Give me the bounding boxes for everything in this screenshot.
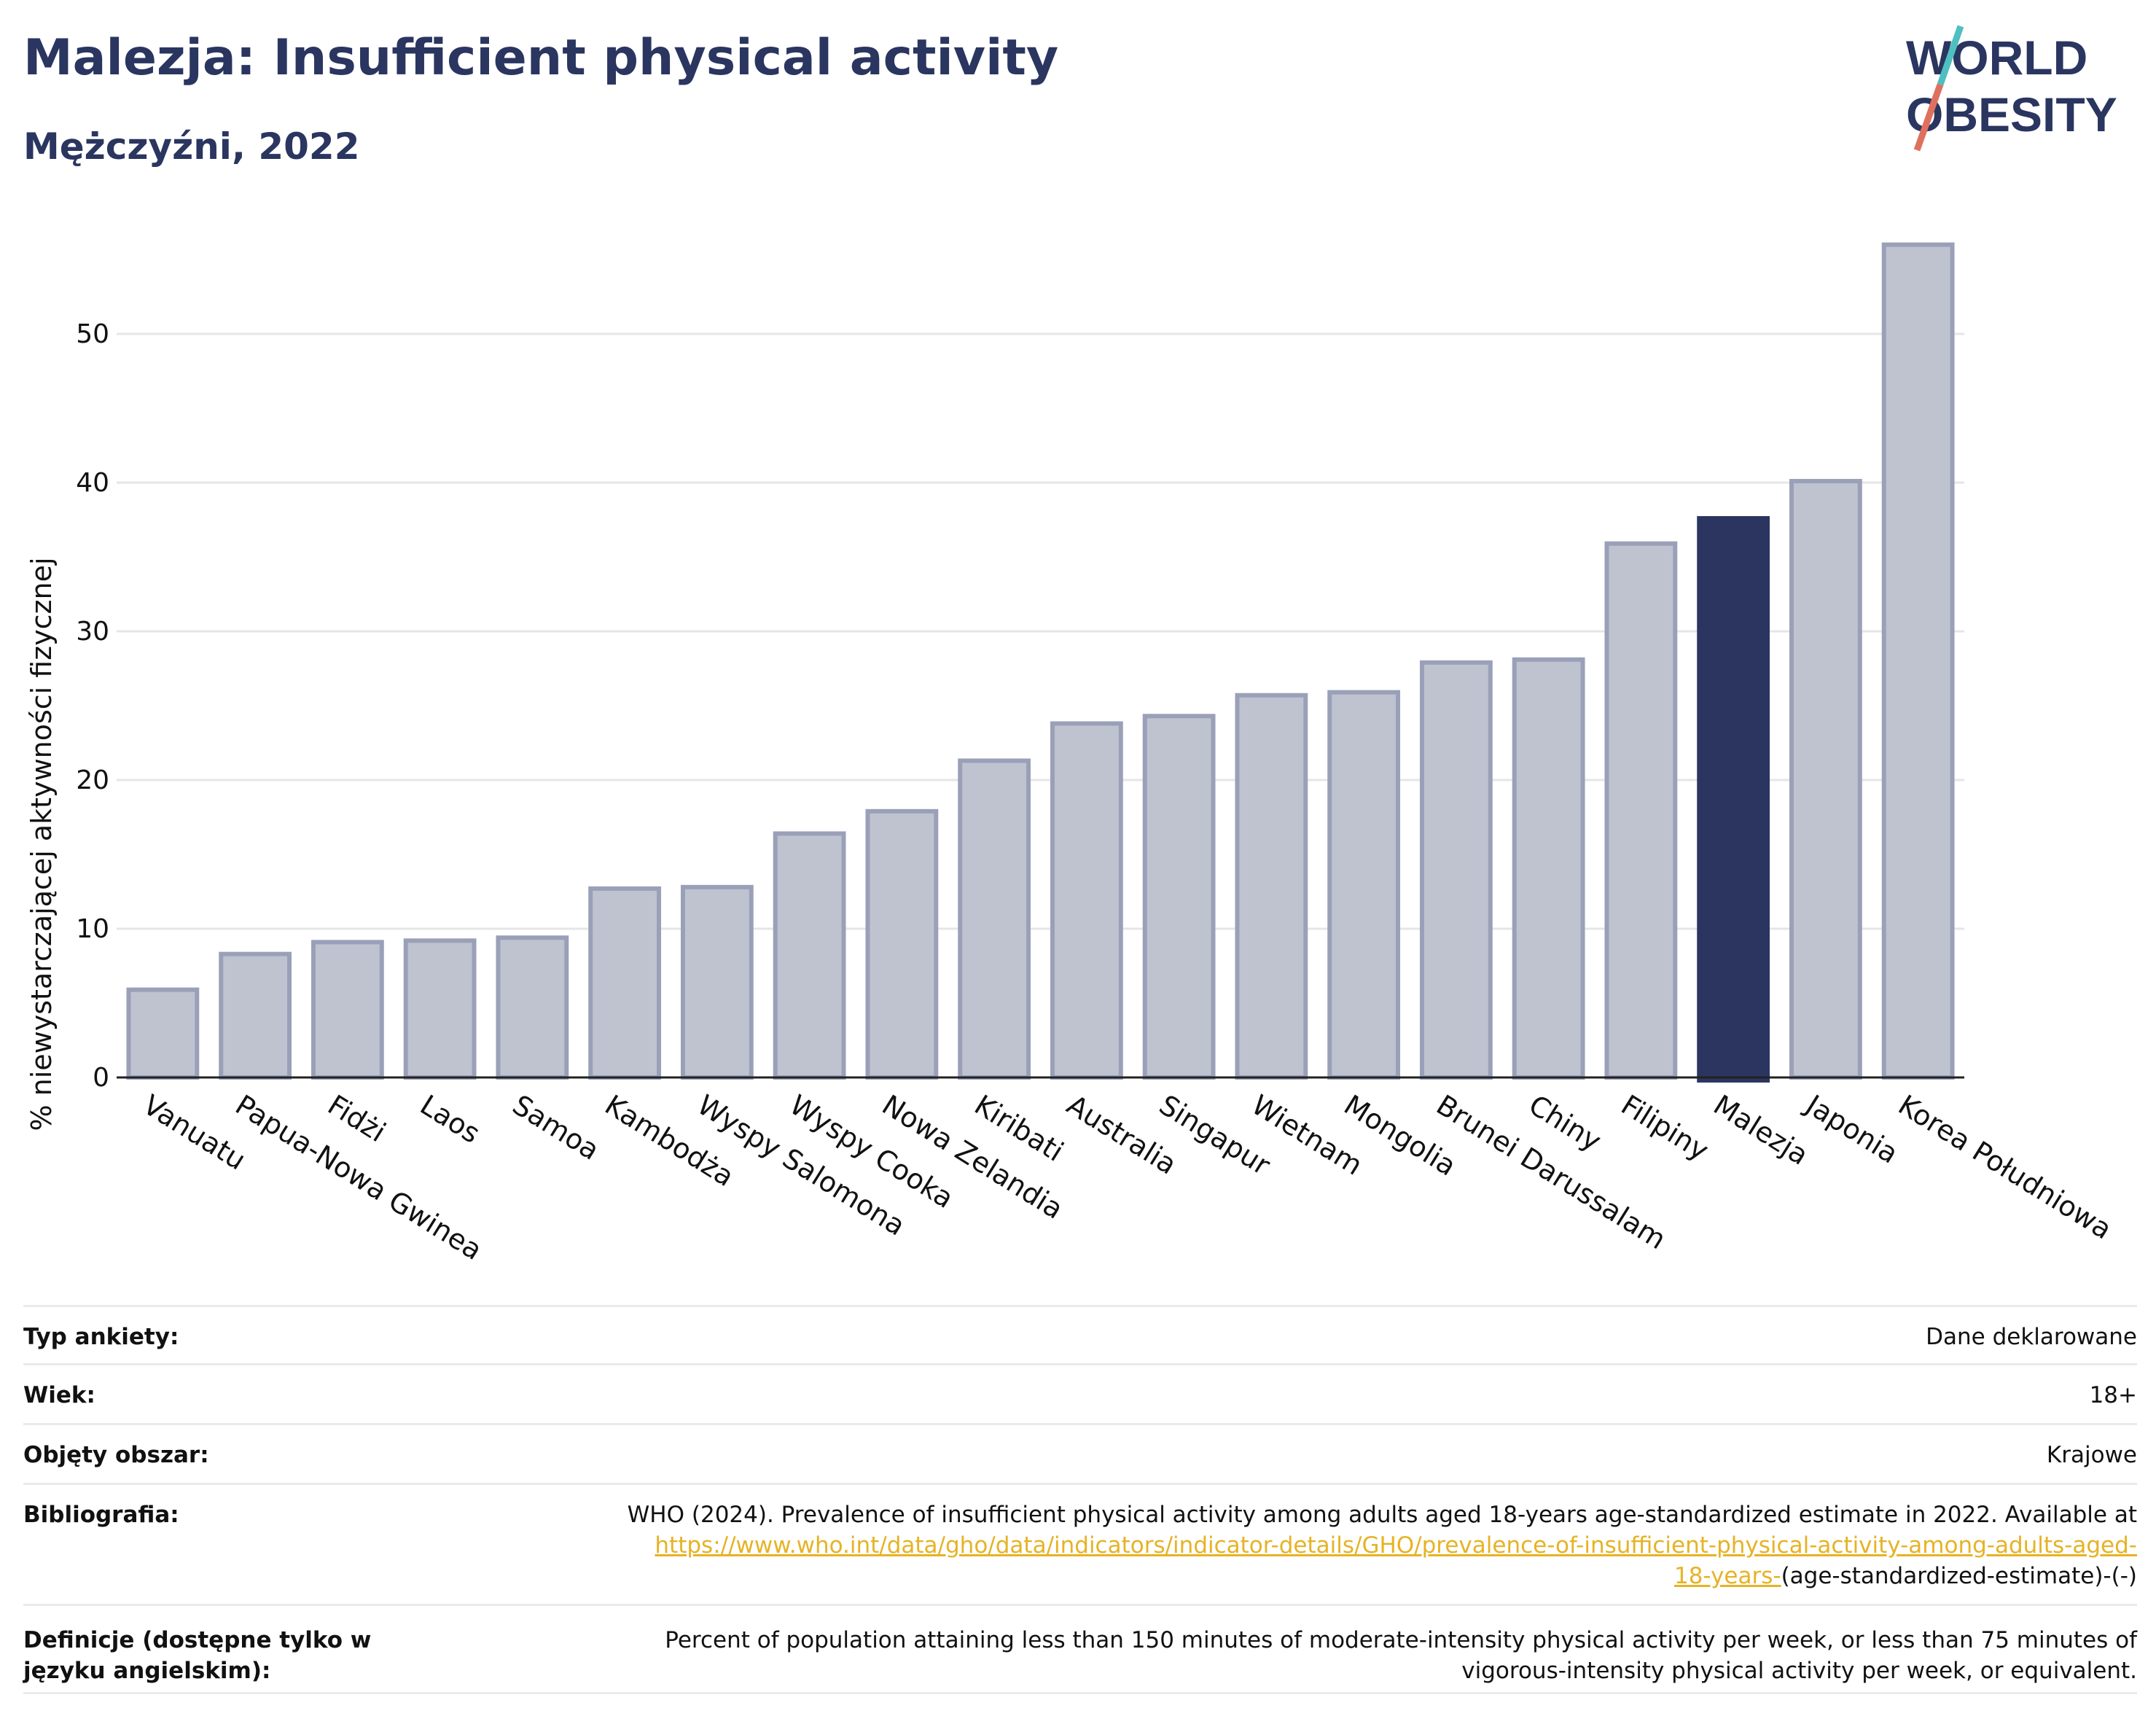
info-row-bibliography: Bibliografia: WHO (2024). Prevalence of … [23, 1483, 2137, 1604]
survey-type-value: Dane deklarowane [1926, 1324, 2137, 1350]
bar-wietnam [1235, 693, 1308, 1080]
x-tick-label: Laos [415, 1088, 486, 1150]
x-tick-label: Fidżi [322, 1088, 391, 1148]
info-row-definitions: Definicje (dostępne tylko w języku angie… [23, 1604, 2137, 1694]
bar-brunei-darussalam [1419, 660, 1493, 1080]
bar-kiribati [958, 758, 1031, 1080]
svg-text:OBESITY: OBESITY [1906, 87, 2117, 141]
bibliography-link-cont[interactable]: 18-years- [1673, 1563, 1781, 1589]
area-label: Objęty obszar: [23, 1442, 209, 1468]
bar-malezja [1697, 515, 1770, 1083]
y-axis-label: % niewystarczającej aktywności fizycznej [26, 557, 58, 1131]
bar-mongolia [1327, 690, 1401, 1080]
info-table: Typ ankiety: Dane deklarowane Wiek: 18+ … [23, 1305, 2137, 1694]
bar-vanuatu [126, 987, 200, 1080]
x-tick-label: Filipiny [1616, 1088, 1714, 1166]
bar-chart: 0 10 20 30 40 50 % niewystarczającej aktywnośc… [26, 242, 2117, 1266]
x-tick-label: Japonia [1799, 1088, 1904, 1169]
age-value: 18+ [2089, 1382, 2137, 1408]
info-row-age: Wiek: 18+ [23, 1363, 2137, 1423]
age-label: Wiek: [23, 1382, 95, 1408]
area-value: Krajowe [2046, 1442, 2137, 1468]
y-tick-label: 10 [76, 914, 109, 944]
bibliography-label: Bibliografia: [23, 1502, 179, 1528]
bar-kambodża [588, 886, 662, 1080]
bar-filipiny [1604, 541, 1678, 1080]
bar-korea-południowa [1881, 242, 1955, 1080]
bar-papua-nowa-gwinea [219, 951, 292, 1080]
bibliography-text: WHO (2024). Prevalence of insufficient p… [627, 1502, 2137, 1528]
x-tick-label: Samoa [507, 1088, 605, 1166]
bibliography-value: WHO (2024). Prevalence of insufficient p… [461, 1500, 2137, 1591]
x-tick-label: Vanuatu [138, 1088, 251, 1176]
definitions-value: Percent of population attaining less tha… [665, 1627, 2137, 1684]
bibliography-suffix: (age-standardized-estimate)-(-) [1781, 1563, 2137, 1589]
survey-type-label: Typ ankiety: [23, 1324, 179, 1350]
y-tick-label: 40 [76, 468, 109, 498]
y-tick-label: 0 [93, 1063, 109, 1093]
info-row-survey: Typ ankiety: Dane deklarowane [23, 1305, 2137, 1363]
bar-australia [1050, 721, 1123, 1080]
x-tick-label: Korea Południowa [1893, 1088, 2117, 1245]
bar-chiny [1512, 657, 1585, 1080]
definitions-label: Definicje (dostępne tylko w języku angie… [23, 1627, 372, 1684]
bar-wyspy-cooka [773, 831, 846, 1080]
bar-samoa [496, 935, 569, 1080]
y-tick-label: 30 [76, 617, 109, 647]
bar-singapur [1142, 714, 1216, 1080]
svg-text:WORLD: WORLD [1906, 31, 2087, 85]
y-tick-label: 50 [76, 319, 109, 349]
page-subtitle: Mężczyźni, 2022 [23, 125, 360, 168]
bar-japonia [1789, 478, 1862, 1080]
bar-laos [403, 938, 477, 1080]
y-tick-label: 20 [76, 765, 109, 795]
world-obesity-logo: WORLD OBESITY [1906, 25, 2117, 152]
bar-wyspy-salomona [680, 884, 754, 1080]
bar-nowa-zelandia [865, 808, 939, 1080]
bibliography-link[interactable]: https://www.who.int/data/gho/data/indica… [655, 1532, 2137, 1559]
bar-fidżi [310, 940, 384, 1080]
info-row-area: Objęty obszar: Krajowe [23, 1423, 2137, 1483]
x-tick-label: Malezja [1708, 1088, 1813, 1171]
page-title: Malezja: Insufficient physical activity [23, 29, 1059, 87]
